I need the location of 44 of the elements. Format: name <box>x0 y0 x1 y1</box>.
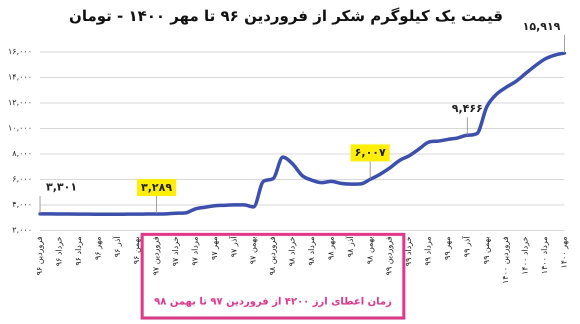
x-tick-label: مهر ۹۸ <box>326 236 336 260</box>
x-tick-label: خرداد ۹۹ <box>404 236 414 266</box>
x-tick-label: خرداد ۹۸ <box>288 236 297 266</box>
x-tick-label: آذر ۹۹ <box>461 236 472 258</box>
y-tick-label: ۶,۰۰۰ <box>12 174 32 184</box>
x-tick-label: بهمن ۹۶ <box>132 236 142 264</box>
x-tick-label: فروردین ۹۸ <box>268 236 278 276</box>
y-tick-label: ۱۴,۰۰۰ <box>8 72 32 82</box>
x-tick-label: آذر ۹۶ <box>112 236 122 258</box>
data-label: ۶,۰۰۷ <box>354 146 386 160</box>
data-label: ۱۵,۹۱۹ <box>522 20 561 33</box>
y-tick-label: ۱۰,۰۰۰ <box>8 124 32 133</box>
x-tick-label: فروردین ۹۷ <box>152 236 161 276</box>
x-tick-label: مرداد ۹۶ <box>74 236 83 266</box>
x-tick-label: مرداد ۱۴۰۰ <box>540 236 550 274</box>
x-tick-label: مرداد ۹۹ <box>424 236 433 266</box>
data-label: ۹,۴۶۶ <box>452 102 483 116</box>
x-tick-label: فروردین ۱۴۰۰ <box>501 236 510 284</box>
chart-title: قیمت یک کیلوگرم شکر از فروردین ۹۶ تا مهر ۱۴۰۰ - تومان <box>69 6 503 25</box>
y-tick-label: ۱۲,۰۰۰ <box>8 98 32 108</box>
x-tick-label: بهمن ۹۷ <box>248 236 258 264</box>
line-series <box>38 52 566 216</box>
x-tick-label: بهمن ۹۹ <box>482 236 491 264</box>
y-tick-label: ۴,۰۰۰ <box>12 200 32 210</box>
x-tick-label: خرداد ۹۶ <box>54 236 64 266</box>
y-tick-label: ۱۶,۰۰۰ <box>8 47 32 56</box>
x-tick-label: مهر ۱۴۰۰ <box>559 236 568 269</box>
x-tick-label: خرداد ۱۴۰۰ <box>520 236 530 275</box>
data-label: ۳,۲۸۹ <box>141 180 172 194</box>
x-tick-label: آذر ۹۷ <box>228 236 238 258</box>
x-tick-label: مهر ۹۹ <box>442 236 452 260</box>
text: زمان اعطای ارز ۴۲۰۰ از فروردین ۹۷ تا بهمن ۹۸ <box>154 296 392 308</box>
x-tick-label: مرداد ۹۷ <box>190 236 200 266</box>
x-tick-label: فروردین ۹۹ <box>384 236 394 276</box>
y-tick-label: ۲,۰۰۰ <box>12 226 32 235</box>
x-tick-label: مرداد ۹۸ <box>307 236 316 266</box>
x-tick-label: مهر ۹۷ <box>210 236 219 260</box>
y-tick-label: ۸,۰۰۰ <box>12 149 32 158</box>
x-tick-label: آذر ۹۸ <box>344 236 355 258</box>
data-label: ۳,۳۰۱ <box>46 180 78 194</box>
x-tick-label: مهر ۹۶ <box>93 236 102 260</box>
x-tick-label: خرداد ۹۷ <box>171 236 180 266</box>
x-tick-label: فروردین ۹۶ <box>35 236 44 276</box>
x-tick-label: بهمن ۹۸ <box>365 236 374 264</box>
